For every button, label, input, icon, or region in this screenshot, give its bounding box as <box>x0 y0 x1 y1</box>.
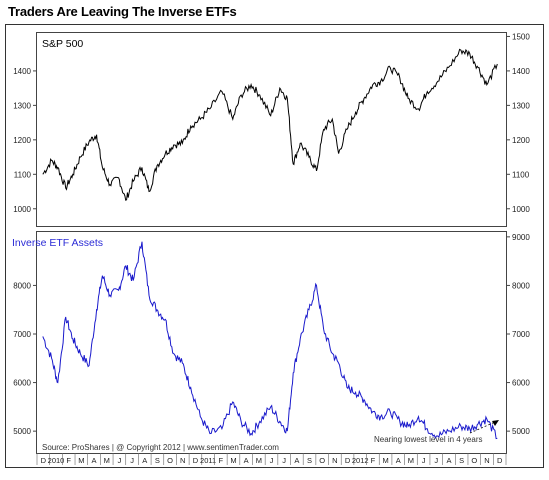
inverse-right-tick-label: 6000 <box>512 379 530 388</box>
inverse-left-tick-label: 8000 <box>13 281 31 290</box>
month-label: J <box>282 456 286 465</box>
month-label: S <box>459 456 464 465</box>
month-label: J <box>422 456 426 465</box>
month-label: M <box>230 456 236 465</box>
month-label: S <box>307 456 312 465</box>
month-label: F <box>371 456 376 465</box>
chart-title: Traders Are Leaving The Inverse ETFs <box>8 4 237 19</box>
sp500-right-tick-label: 1500 <box>512 32 530 41</box>
month-label: A <box>244 456 249 465</box>
month-label: M <box>408 456 414 465</box>
sp500-left-tick-label: 1000 <box>13 205 31 214</box>
sp500-left-tick-label: 1100 <box>14 170 32 179</box>
annotation-arrow <box>469 421 496 434</box>
inverse-etf-panel <box>36 231 507 454</box>
month-label: O <box>167 456 173 465</box>
month-label: J <box>270 456 274 465</box>
chart-frame <box>5 24 544 468</box>
month-label: S <box>155 456 160 465</box>
sp500-right-tick-label: 1200 <box>512 136 530 145</box>
month-label: D <box>497 456 503 465</box>
month-label: 2012 <box>352 456 369 465</box>
inverse-left-tick-label: 5000 <box>13 427 31 436</box>
sp500-panel-title: S&P 500 <box>42 38 83 50</box>
inverse-right-tick-label: 8000 <box>512 281 530 290</box>
month-label: D <box>41 456 47 465</box>
annotation-text: Nearing lowest level in 4 years <box>374 435 483 444</box>
inverse-left-tick-label: 6000 <box>13 379 31 388</box>
month-label: J <box>434 456 438 465</box>
month-label: J <box>118 456 122 465</box>
month-label: F <box>219 456 224 465</box>
month-label: O <box>471 456 477 465</box>
month-label: J <box>130 456 134 465</box>
month-label: A <box>142 456 147 465</box>
month-label: N <box>332 456 337 465</box>
month-label: A <box>396 456 401 465</box>
sp500-right-tick-label: 1000 <box>512 205 530 214</box>
inverse-right-tick-label: 7000 <box>512 330 530 339</box>
sp500-right-tick-label: 1100 <box>512 170 530 179</box>
month-label: D <box>345 456 351 465</box>
sp500-left-tick-label: 1400 <box>13 67 31 76</box>
sp500-right-tick-label: 1400 <box>512 67 530 76</box>
inverse-right-tick-label: 9000 <box>512 233 530 242</box>
month-label: M <box>78 456 84 465</box>
month-label: N <box>484 456 489 465</box>
month-label: M <box>256 456 262 465</box>
inverse-etf-panel-title: Inverse ETF Assets <box>12 237 103 249</box>
month-label: O <box>319 456 325 465</box>
month-label: D <box>193 456 199 465</box>
month-label: A <box>294 456 299 465</box>
annotation-arrow-head <box>492 420 499 426</box>
sp500-right-tick-label: 1300 <box>512 101 530 110</box>
month-label: 2011 <box>200 456 216 465</box>
month-label: M <box>104 456 110 465</box>
month-label: N <box>180 456 185 465</box>
month-label: M <box>382 456 388 465</box>
sp500-series-line <box>42 48 498 201</box>
inverse-right-tick-label: 5000 <box>512 427 530 436</box>
month-label: 2010 <box>48 456 65 465</box>
sp500-left-tick-label: 1200 <box>13 136 31 145</box>
month-label: A <box>446 456 451 465</box>
month-label: A <box>92 456 97 465</box>
sp500-panel <box>36 32 507 227</box>
sp500-left-tick-label: 1300 <box>13 101 31 110</box>
month-label: F <box>66 456 71 465</box>
inverse-left-tick-label: 7000 <box>13 330 31 339</box>
source-note: Source: ProShares | @ Copyright 2012 | w… <box>42 443 279 452</box>
inverse-etf-series-line <box>42 241 498 440</box>
